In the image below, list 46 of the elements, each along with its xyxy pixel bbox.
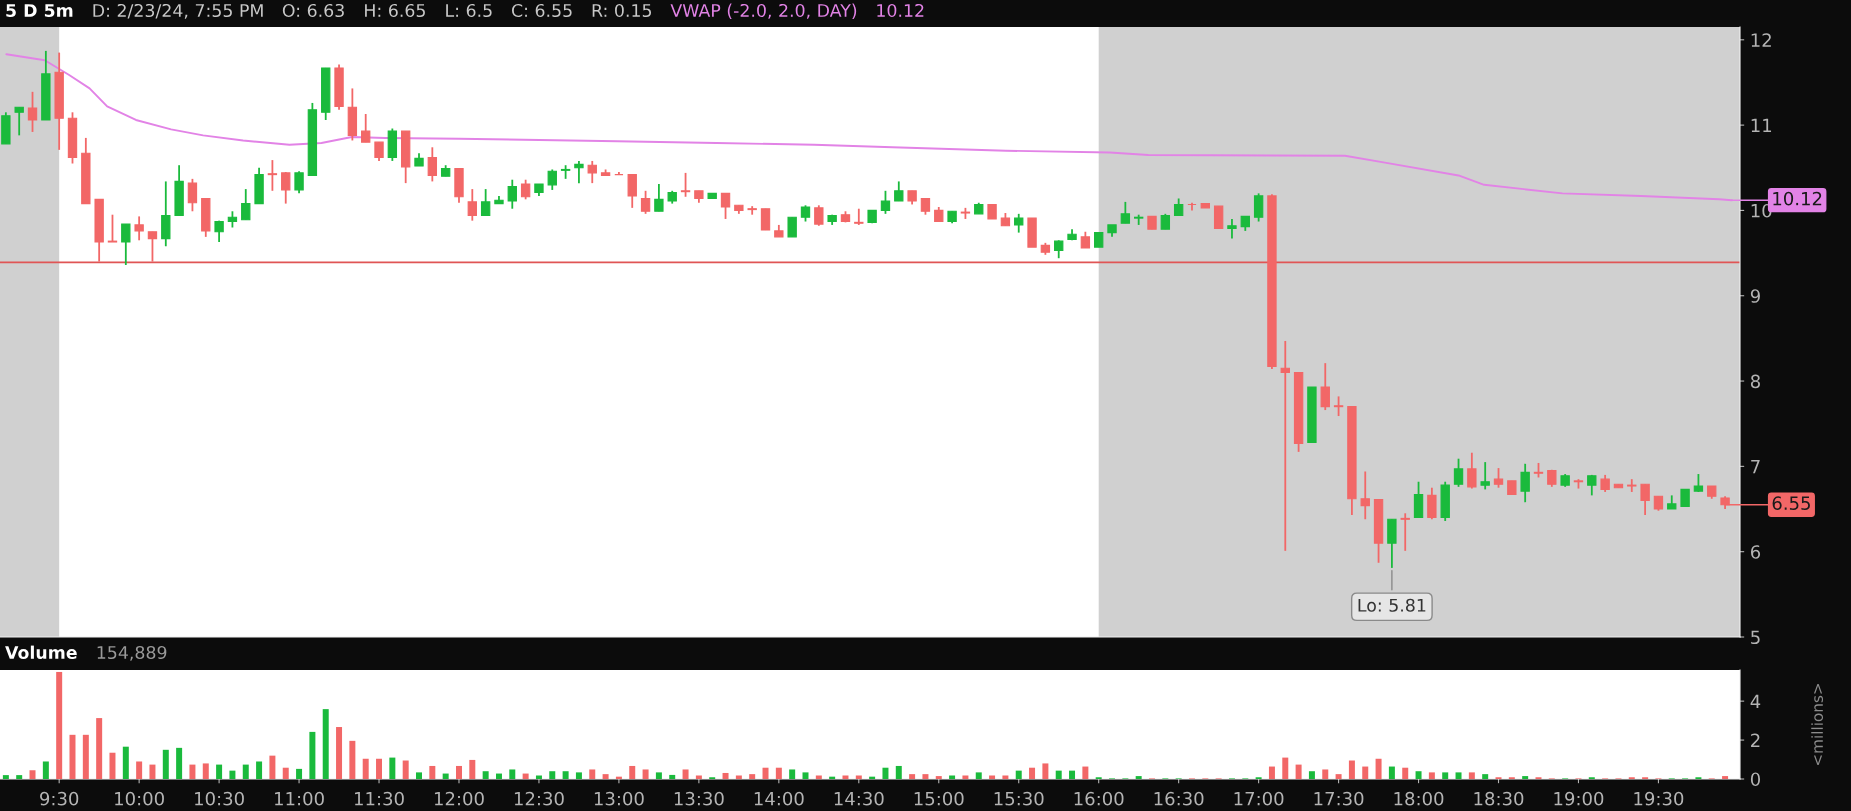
x-tick-label: 14:30 [834,791,884,806]
text: C: 6.55 [511,3,572,18]
x-tick-label: 10:30 [195,791,244,806]
x-tick-label: 13:00 [594,791,644,806]
x-tick-label: 16:00 [1074,791,1124,806]
x-tick-label: 12:30 [514,791,564,806]
x-tick-label: 19:00 [1554,791,1604,806]
y-tick-label: 5 [1751,630,1760,645]
x-tick-label: 18:00 [1394,791,1444,806]
y-tick-label: 7 [1751,460,1760,474]
text: 154,889 [97,645,167,661]
text: D: 2/23/24, 7:55 PM [93,3,263,19]
x-tick-label: 13:30 [674,791,724,806]
x-tick-label: 19:30 [1634,791,1684,806]
y-tick-label: 0 [1750,772,1761,787]
x-tick-label: 16:30 [1154,791,1204,806]
x-tick-label: 18:30 [1474,791,1524,806]
y-tick-label: 12 [1751,33,1771,47]
text: H: 6.65 [365,3,425,18]
x-tick-label: 11:30 [354,791,404,806]
chart-title: Volume [5,645,77,660]
text: L: 6.5 [446,3,492,18]
x-tick-label: 15:30 [994,791,1044,806]
y-tick-label: 4 [1750,694,1761,708]
x-tick-label: 15:00 [914,791,964,806]
x-tick-label: 11:00 [275,791,324,806]
annotation: 10.12 [1773,191,1822,206]
y-tick-label: 8 [1750,374,1760,389]
text: R: 0.15 [592,3,652,18]
x-tick-label: 17:30 [1314,791,1364,806]
y-axis-title: <millions> [1811,683,1824,766]
y-tick-label: 11 [1751,118,1772,132]
annotation: 6.55 [1772,496,1810,510]
text: 10.12 [877,3,924,18]
text: VWAP (-2.0, 2.0, DAY) [670,3,857,20]
x-tick-label: 10:00 [115,791,164,806]
chart-title: 5 D 5m [6,4,73,18]
y-tick-label: 9 [1750,289,1760,303]
x-tick-label: 12:00 [434,791,484,806]
y-tick-label: 2 [1751,733,1760,747]
x-tick-label: 17:00 [1234,791,1284,806]
y-tick-label: 6 [1750,545,1761,559]
annotation: Lo: 5.81 [1358,598,1426,612]
text: O: 6.63 [282,3,344,18]
x-tick-label: 14:00 [754,791,804,806]
x-tick-label: 9:30 [40,791,79,806]
